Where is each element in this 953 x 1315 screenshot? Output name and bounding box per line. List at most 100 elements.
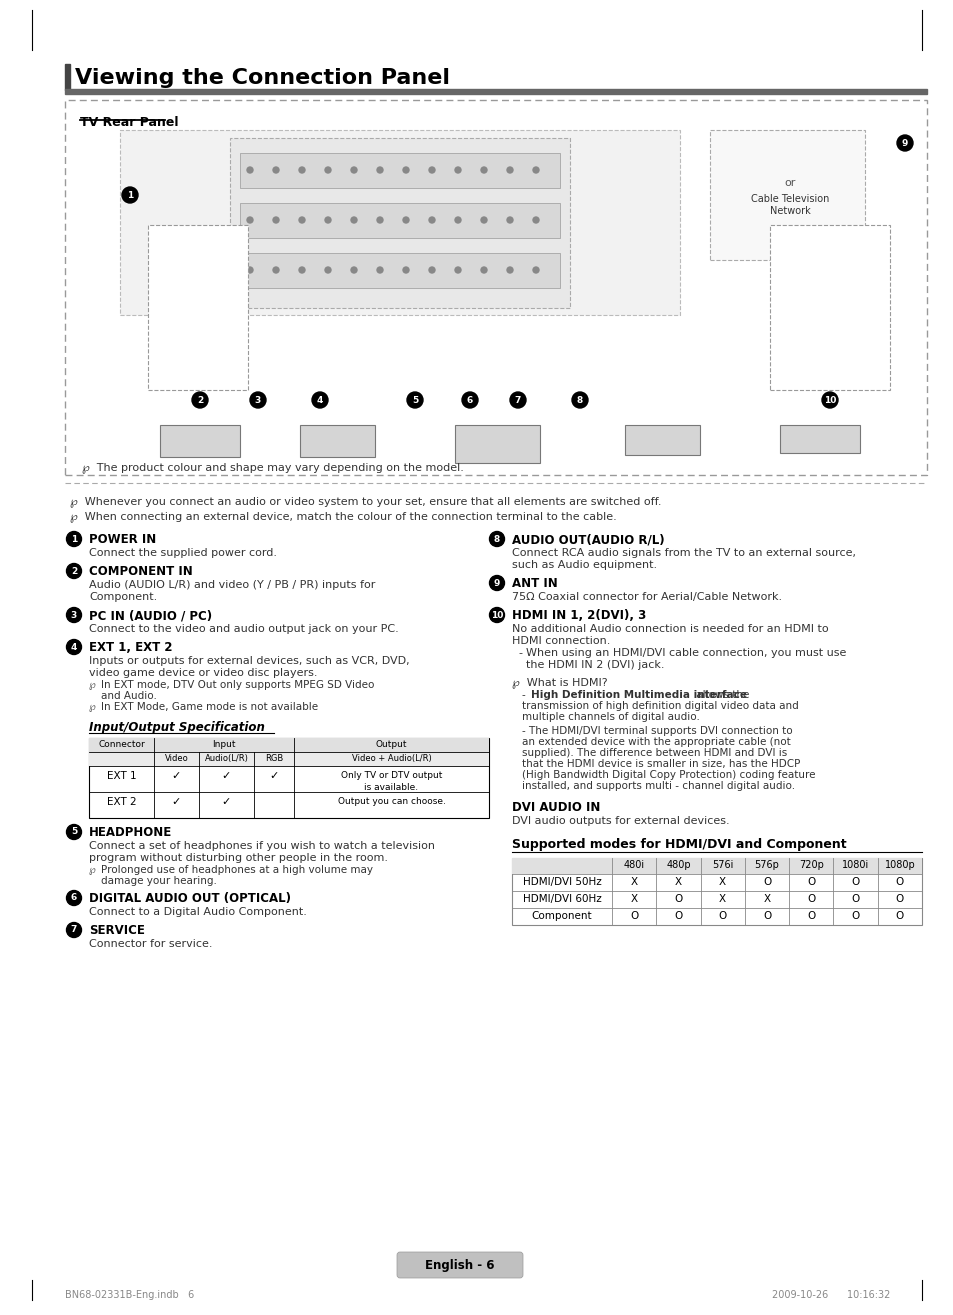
Text: 6: 6 (71, 893, 77, 902)
Circle shape (247, 217, 253, 224)
Text: Connect to a Digital Audio Component.: Connect to a Digital Audio Component. (89, 907, 307, 917)
Text: DIGITAL AUDIO OUT (OPTICAL): DIGITAL AUDIO OUT (OPTICAL) (89, 892, 291, 905)
Text: an extended device with the appropriate cable (not: an extended device with the appropriate … (521, 736, 790, 747)
Circle shape (376, 167, 382, 174)
Text: Audio (AUDIO L/R) and video (Y / PB / PR) inputs for: Audio (AUDIO L/R) and video (Y / PB / PR… (89, 580, 375, 590)
Text: - The HDMI/DVI terminal supports DVI connection to: - The HDMI/DVI terminal supports DVI con… (521, 726, 792, 736)
Bar (240, 252, 559, 288)
Text: ✓: ✓ (222, 771, 231, 781)
Text: HDMI connection.: HDMI connection. (512, 636, 610, 646)
Text: ✓: ✓ (269, 771, 278, 781)
Text: EXT 1: EXT 1 (107, 771, 136, 781)
Text: HDMI/DVI 60Hz: HDMI/DVI 60Hz (522, 894, 600, 903)
Text: 4: 4 (71, 643, 77, 651)
Circle shape (402, 267, 409, 274)
Circle shape (273, 167, 278, 174)
Text: transmission of high definition digital video data and: transmission of high definition digital … (521, 701, 798, 711)
Text: 5: 5 (412, 396, 417, 405)
Circle shape (429, 267, 435, 274)
Text: 9: 9 (901, 138, 907, 147)
Circle shape (407, 392, 422, 408)
Text: X: X (719, 877, 725, 888)
Circle shape (455, 167, 460, 174)
Bar (120, 130, 679, 316)
Text: or: or (783, 178, 795, 188)
Text: 2: 2 (196, 396, 203, 405)
Bar (160, 425, 240, 458)
Circle shape (402, 167, 409, 174)
Circle shape (192, 392, 208, 408)
Circle shape (376, 267, 382, 274)
Text: O: O (718, 911, 726, 920)
Text: Input: Input (212, 740, 235, 750)
Text: EXT 1, EXT 2: EXT 1, EXT 2 (89, 640, 172, 654)
Text: 1080i: 1080i (841, 860, 868, 871)
Text: Component: Component (531, 911, 592, 920)
Circle shape (506, 217, 513, 224)
Text: COMPONENT IN: COMPONENT IN (89, 565, 193, 579)
Bar (624, 425, 700, 455)
Circle shape (461, 392, 477, 408)
Text: Audio(L/R): Audio(L/R) (204, 753, 248, 763)
Circle shape (247, 267, 253, 274)
Text: ✓: ✓ (222, 797, 231, 807)
Text: When using an HDMI/DVI cable connection, you must use: When using an HDMI/DVI cable connection,… (525, 648, 845, 658)
Bar (299, 425, 375, 458)
Text: ℘  Whenever you connect an audio or video system to your set, ensure that all el: ℘ Whenever you connect an audio or video… (70, 496, 660, 506)
Text: -: - (512, 648, 522, 658)
Text: Prolonged use of headphones at a high volume may: Prolonged use of headphones at a high vo… (101, 865, 373, 874)
Text: 1: 1 (127, 191, 133, 200)
Text: installed, and supports multi - channel digital audio.: installed, and supports multi - channel … (521, 781, 794, 792)
Circle shape (67, 825, 81, 839)
Text: 1: 1 (71, 534, 77, 543)
Circle shape (480, 217, 486, 224)
Text: is available.: is available. (364, 782, 418, 792)
Circle shape (312, 392, 328, 408)
Bar (89, 738, 489, 818)
Text: Cable Television
Network: Cable Television Network (750, 195, 828, 216)
Text: Video: Video (165, 753, 188, 763)
Text: 480p: 480p (665, 860, 690, 871)
Text: ℘: ℘ (89, 865, 95, 874)
Circle shape (298, 167, 305, 174)
Circle shape (533, 267, 538, 274)
Text: 7: 7 (515, 396, 520, 405)
Circle shape (489, 531, 504, 547)
Text: 1080p: 1080p (883, 860, 914, 871)
Bar (89, 738, 489, 752)
Text: ℘  The product colour and shape may vary depending on the model.: ℘ The product colour and shape may vary … (82, 462, 463, 473)
Circle shape (67, 639, 81, 655)
Circle shape (67, 923, 81, 938)
Bar (148, 225, 248, 391)
Text: ℘: ℘ (89, 702, 95, 711)
Circle shape (325, 167, 331, 174)
Bar (240, 203, 559, 238)
Text: Viewing the Connection Panel: Viewing the Connection Panel (75, 68, 450, 88)
Text: Inputs or outputs for external devices, such as VCR, DVD,: Inputs or outputs for external devices, … (89, 656, 409, 665)
Circle shape (429, 217, 435, 224)
Bar (512, 857, 921, 874)
Text: O: O (762, 911, 770, 920)
Text: Input/Output Specification: Input/Output Specification (89, 721, 265, 734)
Circle shape (298, 217, 305, 224)
Text: O: O (762, 877, 770, 888)
Text: ℘  What is HDMI?: ℘ What is HDMI? (512, 677, 607, 688)
Text: DVI audio outputs for external devices.: DVI audio outputs for external devices. (512, 817, 729, 826)
Circle shape (455, 267, 460, 274)
Text: ANT IN: ANT IN (512, 577, 558, 590)
Circle shape (533, 217, 538, 224)
Text: O: O (895, 894, 903, 903)
Circle shape (489, 608, 504, 622)
Text: and Audio.: and Audio. (101, 690, 156, 701)
Text: 2: 2 (71, 567, 77, 576)
Bar (240, 153, 559, 188)
Text: X: X (719, 894, 725, 903)
Circle shape (67, 564, 81, 579)
Circle shape (376, 217, 382, 224)
Text: O: O (629, 911, 638, 920)
Text: ℘: ℘ (89, 680, 95, 690)
Circle shape (247, 167, 253, 174)
Text: PC IN (AUDIO / PC): PC IN (AUDIO / PC) (89, 609, 212, 622)
Text: AUDIO OUT(AUDIO R/L): AUDIO OUT(AUDIO R/L) (512, 533, 664, 546)
Text: 2009-10-26      10:16:32: 2009-10-26 10:16:32 (771, 1290, 889, 1301)
